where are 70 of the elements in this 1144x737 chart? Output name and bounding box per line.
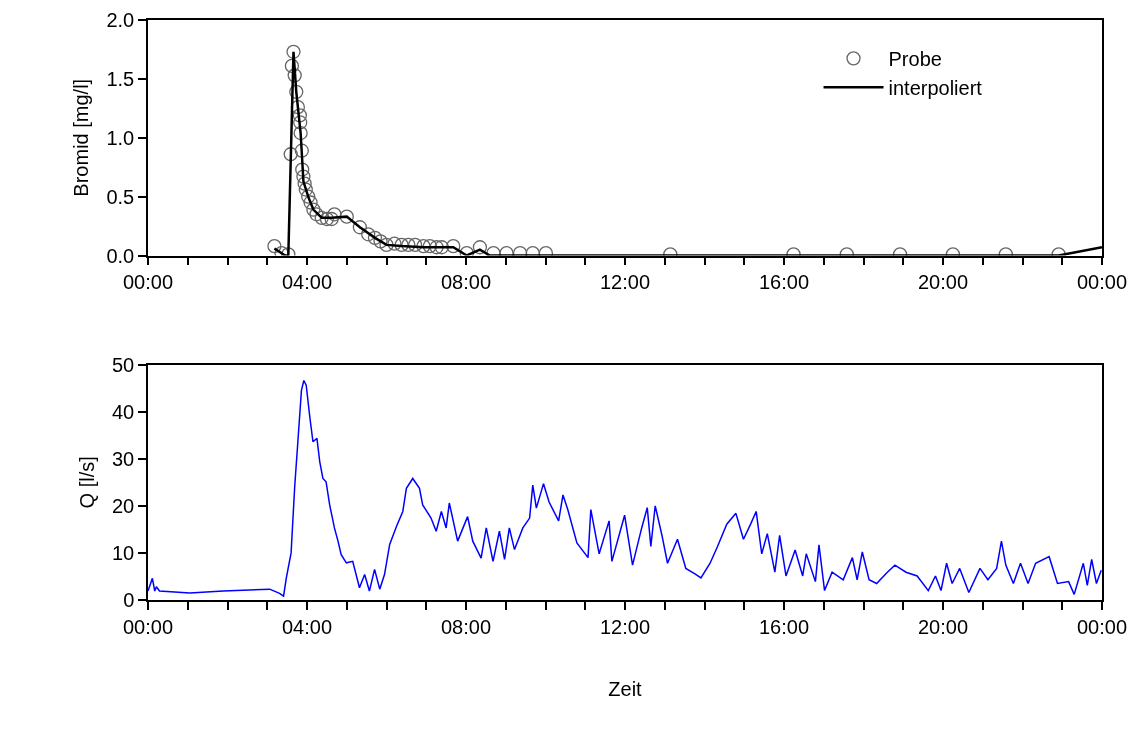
legend-label: interpoliert — [888, 77, 983, 100]
point — [319, 211, 335, 227]
x-tick-label: 08:00 — [440, 615, 492, 638]
x-tick-label: 16:00 — [758, 271, 810, 294]
point — [303, 195, 318, 210]
point — [267, 238, 282, 254]
y-tick-label: 0 — [123, 589, 135, 611]
line-series — [148, 379, 1102, 597]
point — [324, 211, 339, 227]
point — [394, 237, 409, 253]
point — [297, 176, 312, 191]
x-tick-label: 16:00 — [758, 615, 810, 638]
x-tick-label: 00:00 — [122, 271, 174, 294]
y-tick-label: 50 — [112, 353, 135, 376]
point — [287, 68, 302, 83]
point — [401, 237, 416, 253]
y-tick-label: 20 — [112, 494, 135, 517]
point — [289, 84, 304, 99]
x-tick-label: 12:00 — [599, 615, 651, 638]
y-tick-label: 30 — [112, 447, 135, 470]
point — [296, 169, 311, 184]
x-tick-label: 04:00 — [281, 271, 333, 294]
point — [407, 237, 423, 253]
y-axis-title: Bromid [mg/l] — [70, 78, 93, 197]
point — [284, 58, 300, 74]
y-axis-title: Q [l/s] — [76, 456, 98, 509]
point — [416, 238, 431, 254]
point — [339, 209, 354, 224]
x-tick-label: 20:00 — [917, 615, 969, 638]
point — [292, 108, 307, 123]
x-tick-label: 08:00 — [440, 271, 492, 294]
point — [295, 162, 310, 177]
point — [301, 189, 316, 204]
x-tick-label: 04:00 — [281, 615, 333, 638]
point — [422, 238, 437, 254]
point — [373, 234, 388, 249]
y-tick-label: 10 — [112, 541, 135, 564]
point — [283, 147, 298, 162]
point — [290, 99, 306, 115]
x-axis-title: Zeit — [608, 677, 643, 700]
point — [352, 220, 368, 235]
y-tick-label: 1.5 — [106, 67, 135, 90]
y-tick-label: 0.0 — [106, 244, 135, 267]
point — [293, 125, 308, 141]
legend-label: Probe — [888, 48, 942, 71]
y-tick-label: 1.0 — [106, 126, 135, 149]
point — [434, 240, 449, 255]
point — [367, 230, 383, 245]
x-tick-label: 00:00 — [122, 615, 174, 638]
point — [472, 240, 488, 255]
point — [306, 202, 321, 217]
point — [446, 238, 461, 254]
x-tick-label: 00:00 — [1076, 271, 1128, 294]
point — [293, 115, 308, 130]
point — [327, 207, 342, 222]
x-tick-label: 00:00 — [1076, 615, 1128, 638]
y-tick-label: 0.5 — [106, 185, 135, 208]
point — [286, 44, 301, 59]
point — [294, 143, 309, 158]
point — [309, 207, 324, 222]
point — [387, 236, 402, 251]
point — [379, 237, 394, 253]
point — [361, 227, 376, 242]
point — [429, 240, 444, 255]
y-tick-label: 2.0 — [106, 9, 135, 31]
x-tick-label: 12:00 — [599, 271, 651, 294]
y-tick-label: 40 — [112, 400, 135, 423]
point — [314, 210, 329, 225]
x-tick-label: 20:00 — [917, 271, 969, 294]
point — [298, 182, 313, 197]
